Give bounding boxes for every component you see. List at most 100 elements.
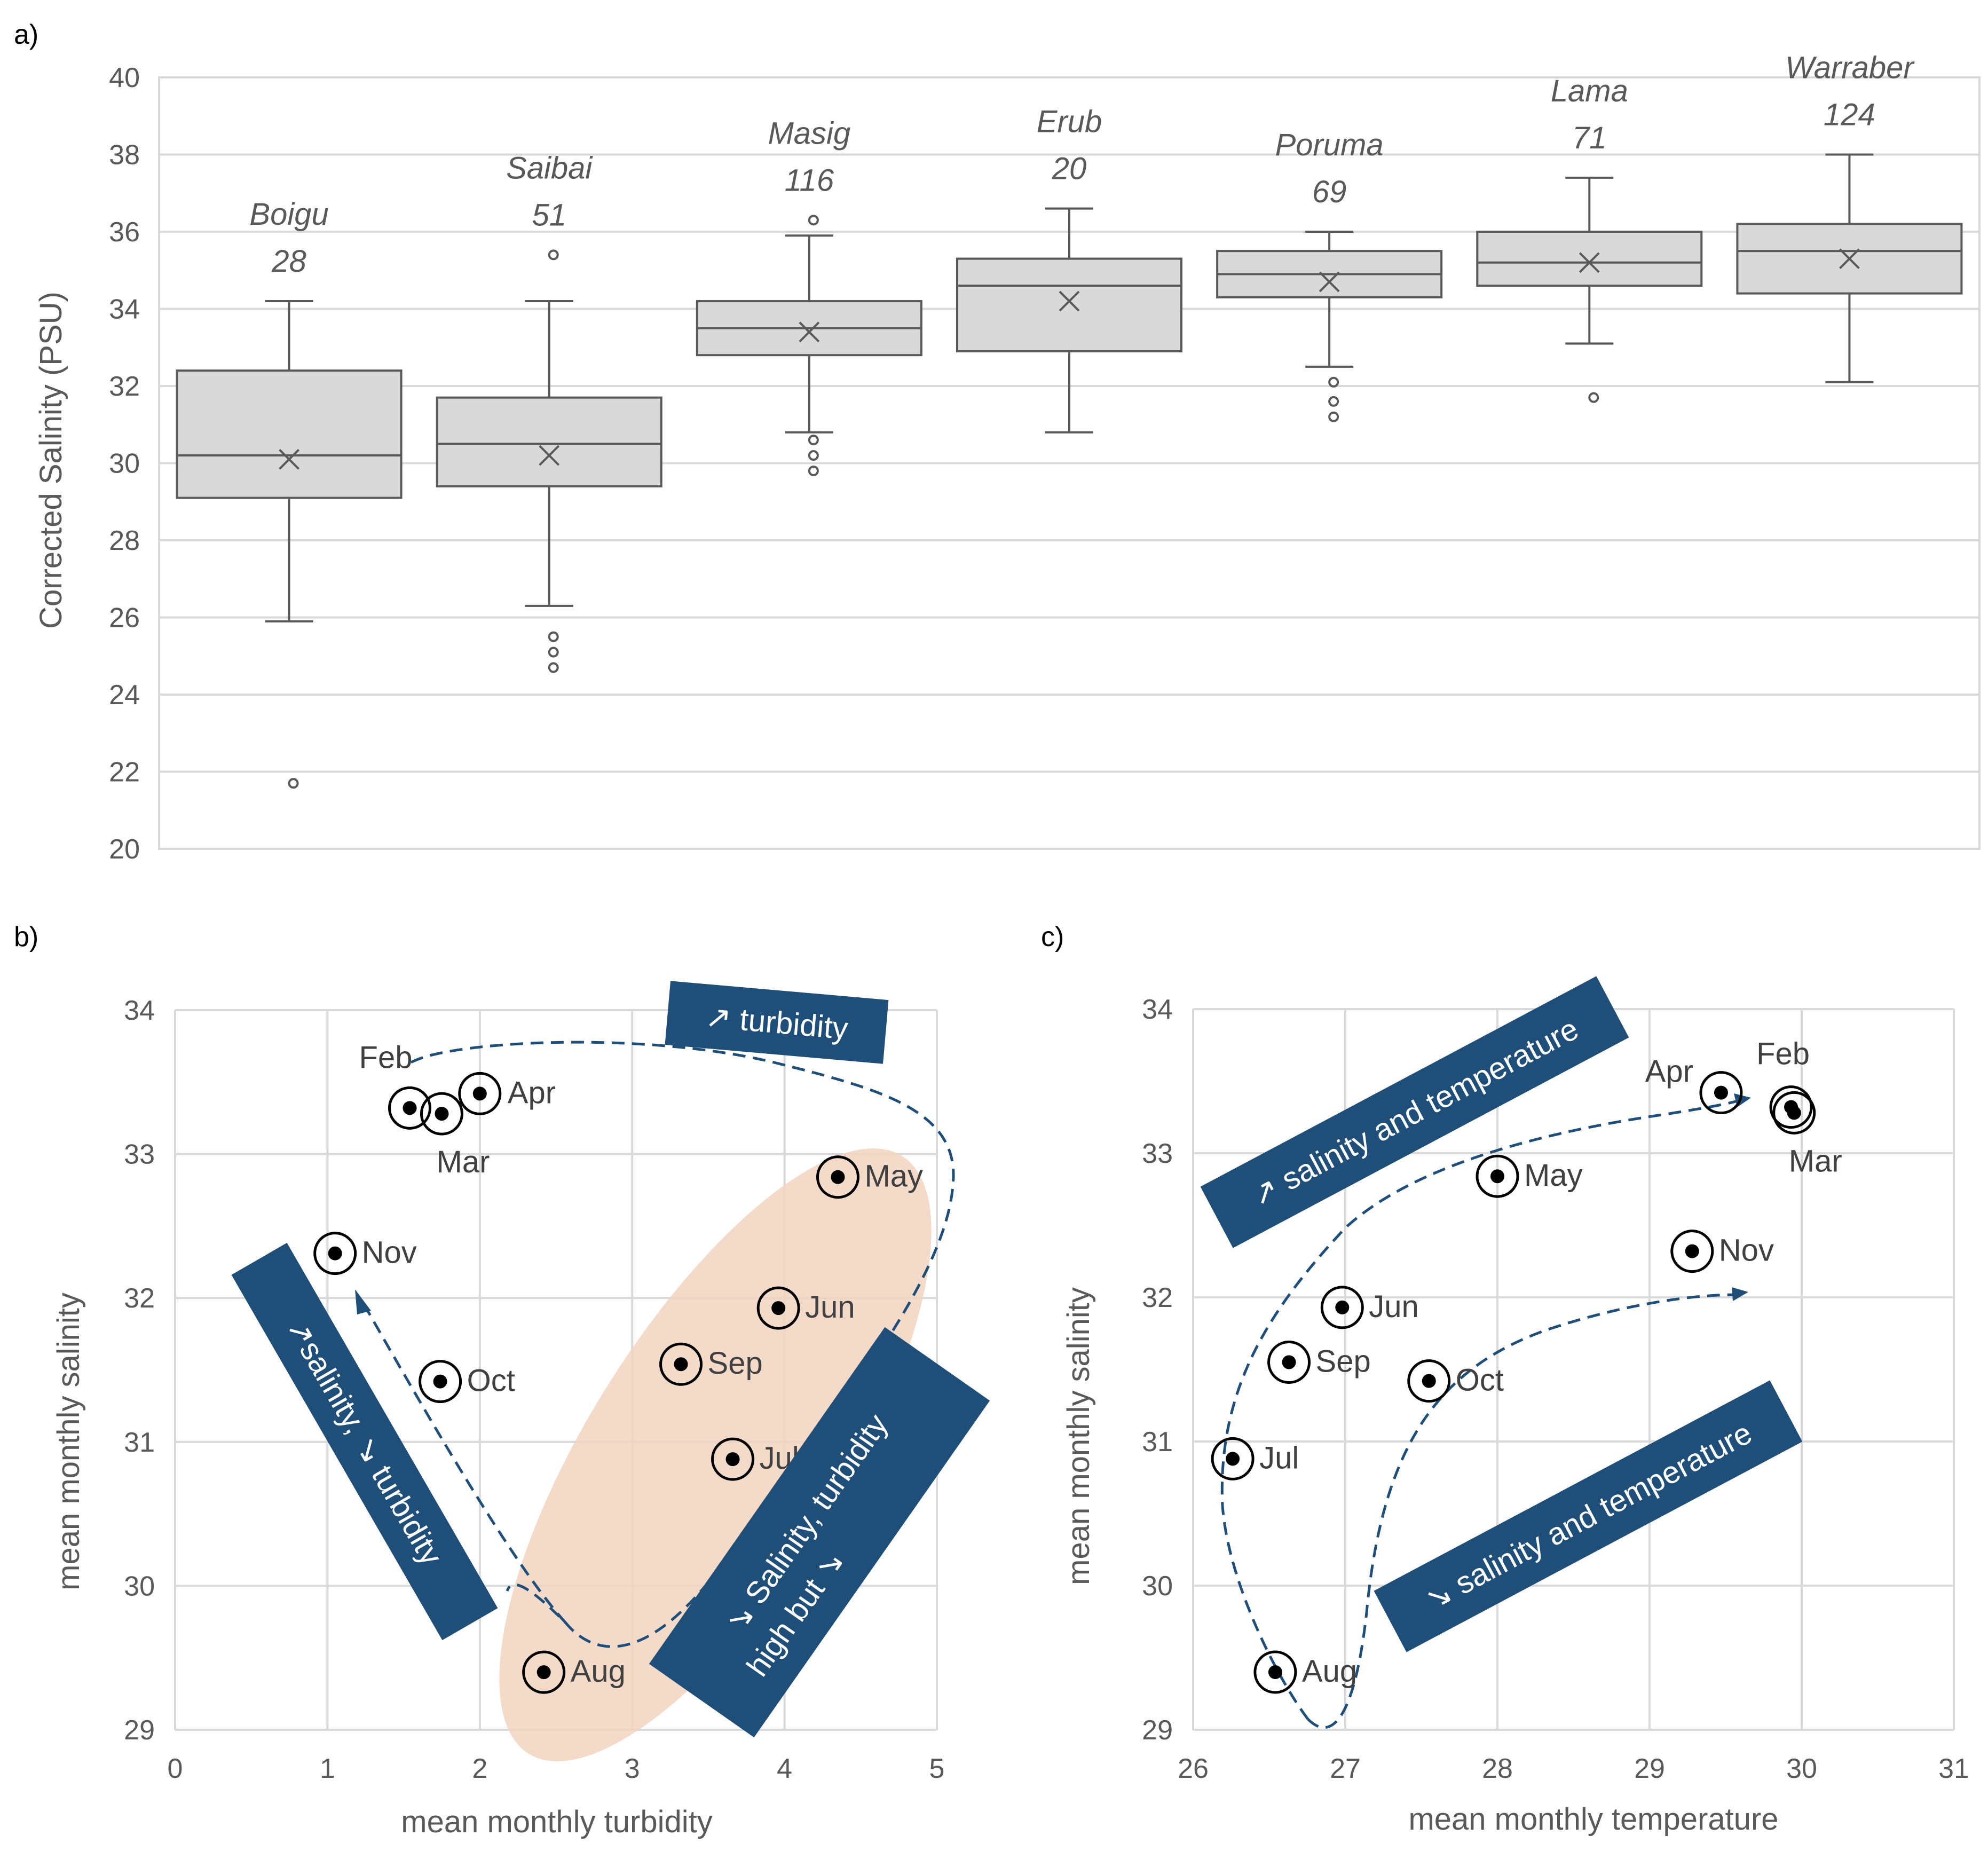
- panel-b-y-tick-label: 34: [124, 995, 155, 1026]
- point-aug: Aug: [1253, 1650, 1357, 1694]
- panel-a-frame: [158, 76, 1981, 850]
- point-ring: [522, 1650, 566, 1694]
- point-jun: Jun: [756, 1286, 855, 1330]
- point-mar: Mar: [1772, 1091, 1842, 1178]
- panel-a-y-tick-label: 30: [109, 448, 140, 479]
- site-name-label: Boigu: [249, 197, 328, 232]
- panel-b-y-tick-label: 29: [124, 1715, 155, 1746]
- point-dot: [1282, 1355, 1296, 1369]
- panel-a-y-tick-label: 28: [109, 525, 140, 556]
- point-label: Aug: [1302, 1654, 1357, 1689]
- panel-c-scatter: c) 29 30 31 32 33 34 26 27 28 29 30 31 mean monthly…: [1041, 921, 1969, 1837]
- point-ring: [659, 1342, 703, 1386]
- outlier-point: [808, 435, 819, 446]
- panel-b-x-tick-label: 0: [168, 1753, 183, 1784]
- mean-marker: [1579, 252, 1600, 273]
- panel-c-box-up: ↗ salinity and temperature: [1200, 976, 1629, 1248]
- point-dot: [435, 1107, 449, 1121]
- site-name-label: Saibai: [506, 151, 593, 185]
- box-poruma: [1216, 231, 1443, 422]
- point-dot: [1685, 1244, 1699, 1258]
- point-ring: [1320, 1286, 1364, 1329]
- site-count-label: 124: [1824, 98, 1875, 132]
- point-may: May: [1476, 1154, 1583, 1198]
- point-ring: [1267, 1341, 1311, 1384]
- point-nov: Nov: [1670, 1230, 1774, 1273]
- panel-a-site-labels: 28 Boigu 51 Saibai 116 Masig 20 Erub 69 Poruma 71 L…: [249, 51, 1915, 279]
- panel-a-boxplot: a) 20 22 24 26 28 30 32 34 36 38 40 Corrected Sali…: [14, 19, 1981, 865]
- point-dot: [725, 1452, 740, 1467]
- site-name-label: Masig: [768, 116, 850, 151]
- site-count-label: 20: [1052, 152, 1087, 186]
- point-dot: [1335, 1300, 1350, 1314]
- panel-c-x-tick-label: 26: [1178, 1753, 1209, 1784]
- outlier-point: [548, 631, 559, 642]
- outlier-point: [1328, 411, 1339, 422]
- point-dot: [1490, 1169, 1504, 1184]
- panel-b-y-tick-label: 32: [124, 1283, 155, 1314]
- mean-marker: [279, 448, 299, 470]
- panel-a-y-tick-label: 22: [109, 757, 140, 788]
- point-ring: [458, 1072, 502, 1115]
- point-ring: [816, 1155, 859, 1199]
- point-label: Oct: [1456, 1363, 1504, 1398]
- outlier-point: [1588, 392, 1599, 403]
- panel-c-y-tick-label: 32: [1142, 1282, 1173, 1313]
- point-jun: Jun: [1320, 1286, 1419, 1329]
- point-feb: Feb: [359, 1040, 432, 1130]
- point-jul: Jul: [1211, 1437, 1299, 1480]
- panel-c-y-tick-label: 29: [1142, 1715, 1173, 1746]
- point-ring: [1670, 1230, 1714, 1273]
- point-dot: [831, 1170, 845, 1184]
- outlier-point: [548, 249, 559, 261]
- panel-a-boxes: [176, 153, 1963, 789]
- panel-c-points: Feb Mar Apr May Jun Jul Aug Sep Oct Nov: [1211, 1037, 1842, 1694]
- panel-c-upper-path: [1220, 1098, 1741, 1720]
- point-label: Nov: [1719, 1233, 1774, 1268]
- mean-marker: [1839, 248, 1860, 269]
- outlier-point: [808, 215, 819, 226]
- panel-c-gridlines: [1192, 1008, 1955, 1731]
- iqr-box: [1476, 231, 1703, 287]
- mean-marker: [1059, 290, 1080, 312]
- point-oct: Oct: [419, 1360, 515, 1404]
- site-count-label: 116: [785, 163, 834, 198]
- iqr-box: [956, 257, 1182, 352]
- point-dot: [1226, 1452, 1240, 1466]
- outlier-point: [808, 450, 819, 461]
- point-label: May: [1524, 1158, 1583, 1193]
- panel-b-cycle-path: [410, 1041, 955, 1648]
- site-name-label: Warraber: [1785, 51, 1915, 85]
- point-label: Feb: [1756, 1037, 1810, 1072]
- point-dot: [537, 1665, 551, 1680]
- point-ring: [1407, 1359, 1451, 1403]
- panel-b-y-tick-label: 31: [124, 1427, 155, 1458]
- point-dot: [433, 1374, 447, 1389]
- point-dot: [328, 1246, 342, 1261]
- point-label: Feb: [359, 1040, 413, 1075]
- panel-b-box-turbidity: ↗ turbidity: [665, 981, 889, 1064]
- panel-b-return-path: [361, 1302, 567, 1624]
- panel-a-y-tick-label: 40: [109, 62, 140, 93]
- panel-c-y-axis-title: mean monthly salinity: [1061, 1287, 1096, 1585]
- panel-c-letter: c): [1041, 921, 1064, 952]
- point-dot: [1714, 1085, 1728, 1100]
- point-dot: [771, 1301, 786, 1316]
- point-ring: [1772, 1091, 1816, 1135]
- panel-c-y-tick-label: 30: [1142, 1571, 1173, 1602]
- point-label: Jun: [1369, 1289, 1419, 1324]
- panel-b-y-tick-label: 30: [124, 1571, 155, 1602]
- site-count-label: 28: [271, 244, 306, 279]
- point-label: Mar: [437, 1145, 490, 1179]
- panel-c-x-tick-label: 28: [1482, 1753, 1513, 1784]
- point-sep: Sep: [659, 1342, 763, 1386]
- panel-c-lower-arrowhead: [1732, 1287, 1748, 1301]
- outlier-point: [1328, 376, 1339, 388]
- site-count-label: 71: [1572, 121, 1607, 155]
- box-warraber: [1736, 153, 1963, 383]
- point-label: Jun: [805, 1290, 855, 1325]
- point-ring: [1476, 1154, 1519, 1198]
